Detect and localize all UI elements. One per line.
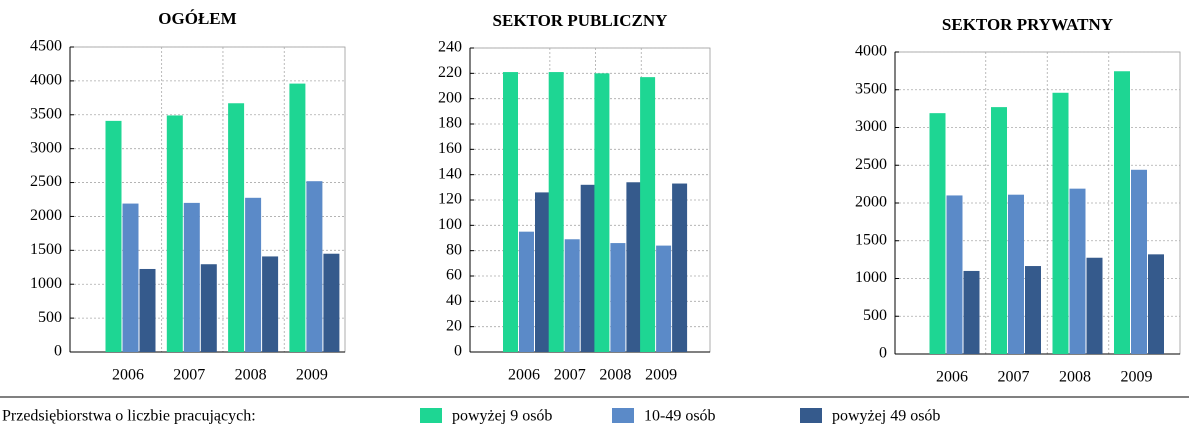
y-tick-label: 100 <box>438 216 462 233</box>
chart-title: SEKTOR PUBLICZNY <box>493 11 668 30</box>
bar <box>564 239 580 352</box>
y-tick-label: 500 <box>863 307 887 324</box>
x-tick-label: 2006 <box>936 369 968 386</box>
bar <box>1131 169 1147 354</box>
x-tick-label: 2007 <box>554 367 586 384</box>
x-tick-label: 2008 <box>235 367 267 384</box>
bar <box>228 103 245 352</box>
bar <box>1025 266 1041 354</box>
bar <box>535 192 550 352</box>
bar <box>289 83 306 352</box>
x-tick-label: 2008 <box>599 367 631 384</box>
y-tick-label: 3500 <box>30 105 62 122</box>
y-tick-label: 20 <box>446 317 462 334</box>
legend-label: powyżej 9 osób <box>452 408 552 425</box>
y-tick-label: 200 <box>438 89 462 106</box>
x-tick-label: 2006 <box>508 367 540 384</box>
chart-title: OGÓŁEM <box>158 9 236 28</box>
bar <box>640 77 656 352</box>
y-tick-label: 2500 <box>30 173 62 190</box>
y-tick-label: 60 <box>446 267 462 284</box>
bar <box>245 197 262 352</box>
x-tick-label: 2009 <box>645 367 677 384</box>
bar <box>672 183 688 352</box>
bar <box>946 195 963 354</box>
y-tick-label: 0 <box>54 343 62 360</box>
y-tick-label: 2500 <box>855 156 887 173</box>
bar <box>306 181 323 352</box>
bar <box>929 113 946 354</box>
y-tick-label: 500 <box>38 309 62 326</box>
bar <box>1069 188 1086 354</box>
bar <box>1148 254 1164 354</box>
y-tick-label: 1500 <box>855 231 887 248</box>
y-tick-label: 0 <box>454 343 462 360</box>
bar <box>1008 194 1024 354</box>
bar <box>1052 92 1069 355</box>
y-tick-label: 3000 <box>855 118 887 135</box>
y-tick-label: 0 <box>879 345 887 362</box>
y-tick-label: 1500 <box>30 241 62 258</box>
y-tick-label: 120 <box>438 191 462 208</box>
bar <box>183 202 200 352</box>
x-tick-label: 2007 <box>173 367 205 384</box>
bar <box>991 107 1007 355</box>
y-tick-label: 4500 <box>30 38 62 55</box>
bar <box>610 243 626 352</box>
bar <box>580 184 596 352</box>
x-tick-label: 2008 <box>1059 369 1091 386</box>
y-tick-label: 40 <box>446 292 462 309</box>
x-tick-label: 2009 <box>296 367 328 384</box>
x-tick-label: 2009 <box>1121 369 1153 386</box>
legend-title: Przedsiębiorstwa o liczbie pracujących: <box>2 408 256 425</box>
bar <box>122 203 139 352</box>
legend-swatch <box>612 408 634 423</box>
y-tick-label: 3500 <box>855 80 887 97</box>
x-tick-label: 2006 <box>112 367 144 384</box>
bar <box>519 231 534 352</box>
bar <box>626 182 642 352</box>
y-tick-label: 180 <box>438 115 462 132</box>
chart-title: SEKTOR PRYWATNY <box>942 15 1113 34</box>
legend-swatch <box>800 408 822 423</box>
bar <box>656 245 672 352</box>
bar <box>166 115 183 352</box>
bar <box>963 270 980 354</box>
y-tick-label: 220 <box>438 64 462 81</box>
legend-label: 10-49 osób <box>644 408 716 425</box>
bar <box>1114 71 1130 354</box>
bar <box>105 120 122 352</box>
bar <box>262 256 279 352</box>
bar <box>594 73 610 352</box>
legend-swatch <box>420 408 442 423</box>
bar <box>548 72 564 353</box>
y-tick-label: 2000 <box>30 207 62 224</box>
bar <box>200 264 217 352</box>
y-tick-label: 3000 <box>30 139 62 156</box>
bar <box>323 253 340 352</box>
x-tick-label: 2007 <box>998 369 1030 386</box>
bar <box>503 72 518 353</box>
y-tick-label: 140 <box>438 165 462 182</box>
y-tick-label: 2000 <box>855 194 887 211</box>
legend-label: powyżej 49 osób <box>832 408 940 425</box>
y-tick-label: 1000 <box>30 275 62 292</box>
y-tick-label: 1000 <box>855 269 887 286</box>
bar <box>1086 257 1103 354</box>
y-tick-label: 240 <box>438 39 462 56</box>
y-tick-label: 4000 <box>855 43 887 60</box>
y-tick-label: 4000 <box>30 72 62 89</box>
y-tick-label: 160 <box>438 140 462 157</box>
bar <box>139 268 156 352</box>
y-tick-label: 80 <box>446 241 462 258</box>
